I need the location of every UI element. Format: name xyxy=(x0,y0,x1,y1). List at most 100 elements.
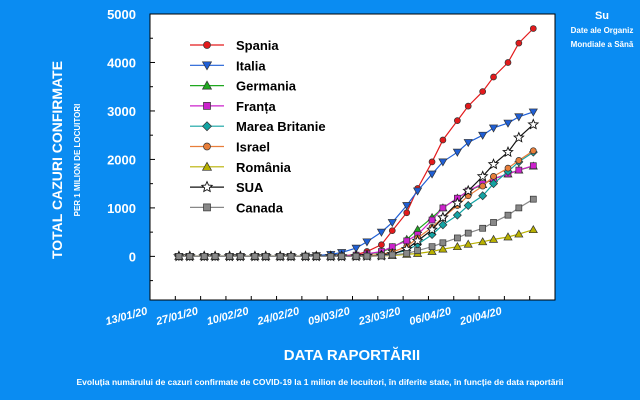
data-point xyxy=(451,196,464,209)
data-point xyxy=(504,164,512,172)
data-point xyxy=(515,166,523,174)
data-point xyxy=(515,157,523,164)
data-point xyxy=(514,229,524,238)
data-point xyxy=(489,179,499,189)
data-point xyxy=(426,223,438,235)
data-point xyxy=(378,252,385,260)
source-box: Su Date ale Organiz Mondiale a Sănă xyxy=(552,10,640,50)
data-point xyxy=(363,252,371,260)
x-tick-label: 13/01/20 xyxy=(104,305,149,328)
data-point xyxy=(186,253,194,260)
legend-label: Germania xyxy=(236,79,297,94)
y-tick-label: 3000 xyxy=(107,104,136,119)
data-point xyxy=(376,228,387,237)
legend-marker xyxy=(200,180,214,193)
data-point xyxy=(490,173,497,180)
legend-label: Italia xyxy=(236,58,266,73)
data-point xyxy=(503,232,513,241)
y-axis: 0 1000 2000 3000 4000 5000 xyxy=(107,7,155,282)
data-point xyxy=(211,253,219,260)
x-tick-label: 27/01/20 xyxy=(154,305,200,328)
data-point xyxy=(512,131,525,143)
plot-area xyxy=(149,13,556,301)
data-point xyxy=(411,234,424,246)
x-axis: 13/01/20 27/01/20 10/02/20 24/02/20 09/03/20… xyxy=(104,296,556,328)
data-point xyxy=(175,253,183,260)
source-title: Su xyxy=(594,10,610,22)
data-point xyxy=(490,73,497,81)
legend-label: Spania xyxy=(236,38,279,53)
data-point xyxy=(528,108,538,117)
data-point xyxy=(514,113,524,122)
data-point xyxy=(454,117,461,124)
series-canada xyxy=(175,195,537,260)
data-point xyxy=(338,252,346,260)
data-point xyxy=(428,216,436,224)
legend-label: Canada xyxy=(236,200,284,215)
data-point xyxy=(412,187,423,196)
data-point xyxy=(464,229,472,237)
data-point xyxy=(436,211,449,223)
data-point xyxy=(378,241,385,249)
data-point xyxy=(478,191,488,201)
y-tick-label: 0 xyxy=(129,249,136,264)
series-layer xyxy=(173,25,540,262)
data-point xyxy=(464,102,472,110)
legend-label: Franța xyxy=(236,99,277,114)
data-point xyxy=(490,219,497,226)
data-point xyxy=(452,241,462,251)
data-point xyxy=(527,118,540,130)
data-point xyxy=(438,220,448,230)
data-point xyxy=(428,243,436,251)
data-point xyxy=(276,253,284,260)
data-point xyxy=(529,195,537,203)
data-point xyxy=(388,227,396,235)
data-point xyxy=(529,25,537,32)
data-point xyxy=(488,234,499,243)
data-point xyxy=(251,253,259,260)
y-axis-title: TOTAL CAZURI CONFIRMATE xyxy=(49,61,65,259)
data-point xyxy=(452,210,462,220)
data-point xyxy=(302,253,309,260)
legend-marker xyxy=(202,121,212,132)
figure-caption: Evoluția numărului de cazuri confirmate … xyxy=(76,377,564,387)
data-point xyxy=(478,131,488,140)
data-point xyxy=(463,139,473,148)
x-tick-label: 10/02/20 xyxy=(206,305,251,328)
data-point xyxy=(479,182,487,190)
data-point xyxy=(479,224,487,232)
data-point xyxy=(427,170,437,179)
data-point xyxy=(504,211,512,219)
data-point xyxy=(452,148,462,157)
legend-label: Marea Britanie xyxy=(236,119,326,134)
data-point xyxy=(438,158,448,167)
legend: Spania Italia Germania Franța Marea Britanie… xyxy=(190,38,326,215)
legend-marker xyxy=(203,41,211,49)
data-point xyxy=(503,119,513,128)
data-point xyxy=(226,253,233,260)
legend-marker xyxy=(201,161,213,171)
data-point xyxy=(529,162,537,170)
data-point xyxy=(439,239,447,247)
y-tick-label: 1000 xyxy=(107,201,136,216)
data-point xyxy=(428,158,436,166)
y-axis-subtitle: PER 1 MILION DE LOCUITORI xyxy=(73,104,82,217)
x-axis-title: DATA RAPORTĂRII xyxy=(284,347,420,364)
source-line-2: Mondiale a Sănă xyxy=(570,40,634,49)
data-point xyxy=(362,238,372,247)
data-point xyxy=(529,147,537,155)
data-point xyxy=(402,202,412,211)
data-point xyxy=(403,209,411,217)
source-line-1: Date ale Organiz xyxy=(570,26,634,35)
data-point xyxy=(352,252,360,260)
data-point xyxy=(262,253,270,260)
data-point xyxy=(462,184,475,196)
data-point xyxy=(439,204,447,212)
data-point xyxy=(388,251,396,259)
legend-marker xyxy=(201,61,213,71)
data-point xyxy=(502,146,514,158)
legend-label: Israel xyxy=(236,140,270,155)
data-point xyxy=(200,253,208,260)
legend-marker xyxy=(203,203,211,212)
x-tick-label: 09/03/20 xyxy=(307,305,352,328)
